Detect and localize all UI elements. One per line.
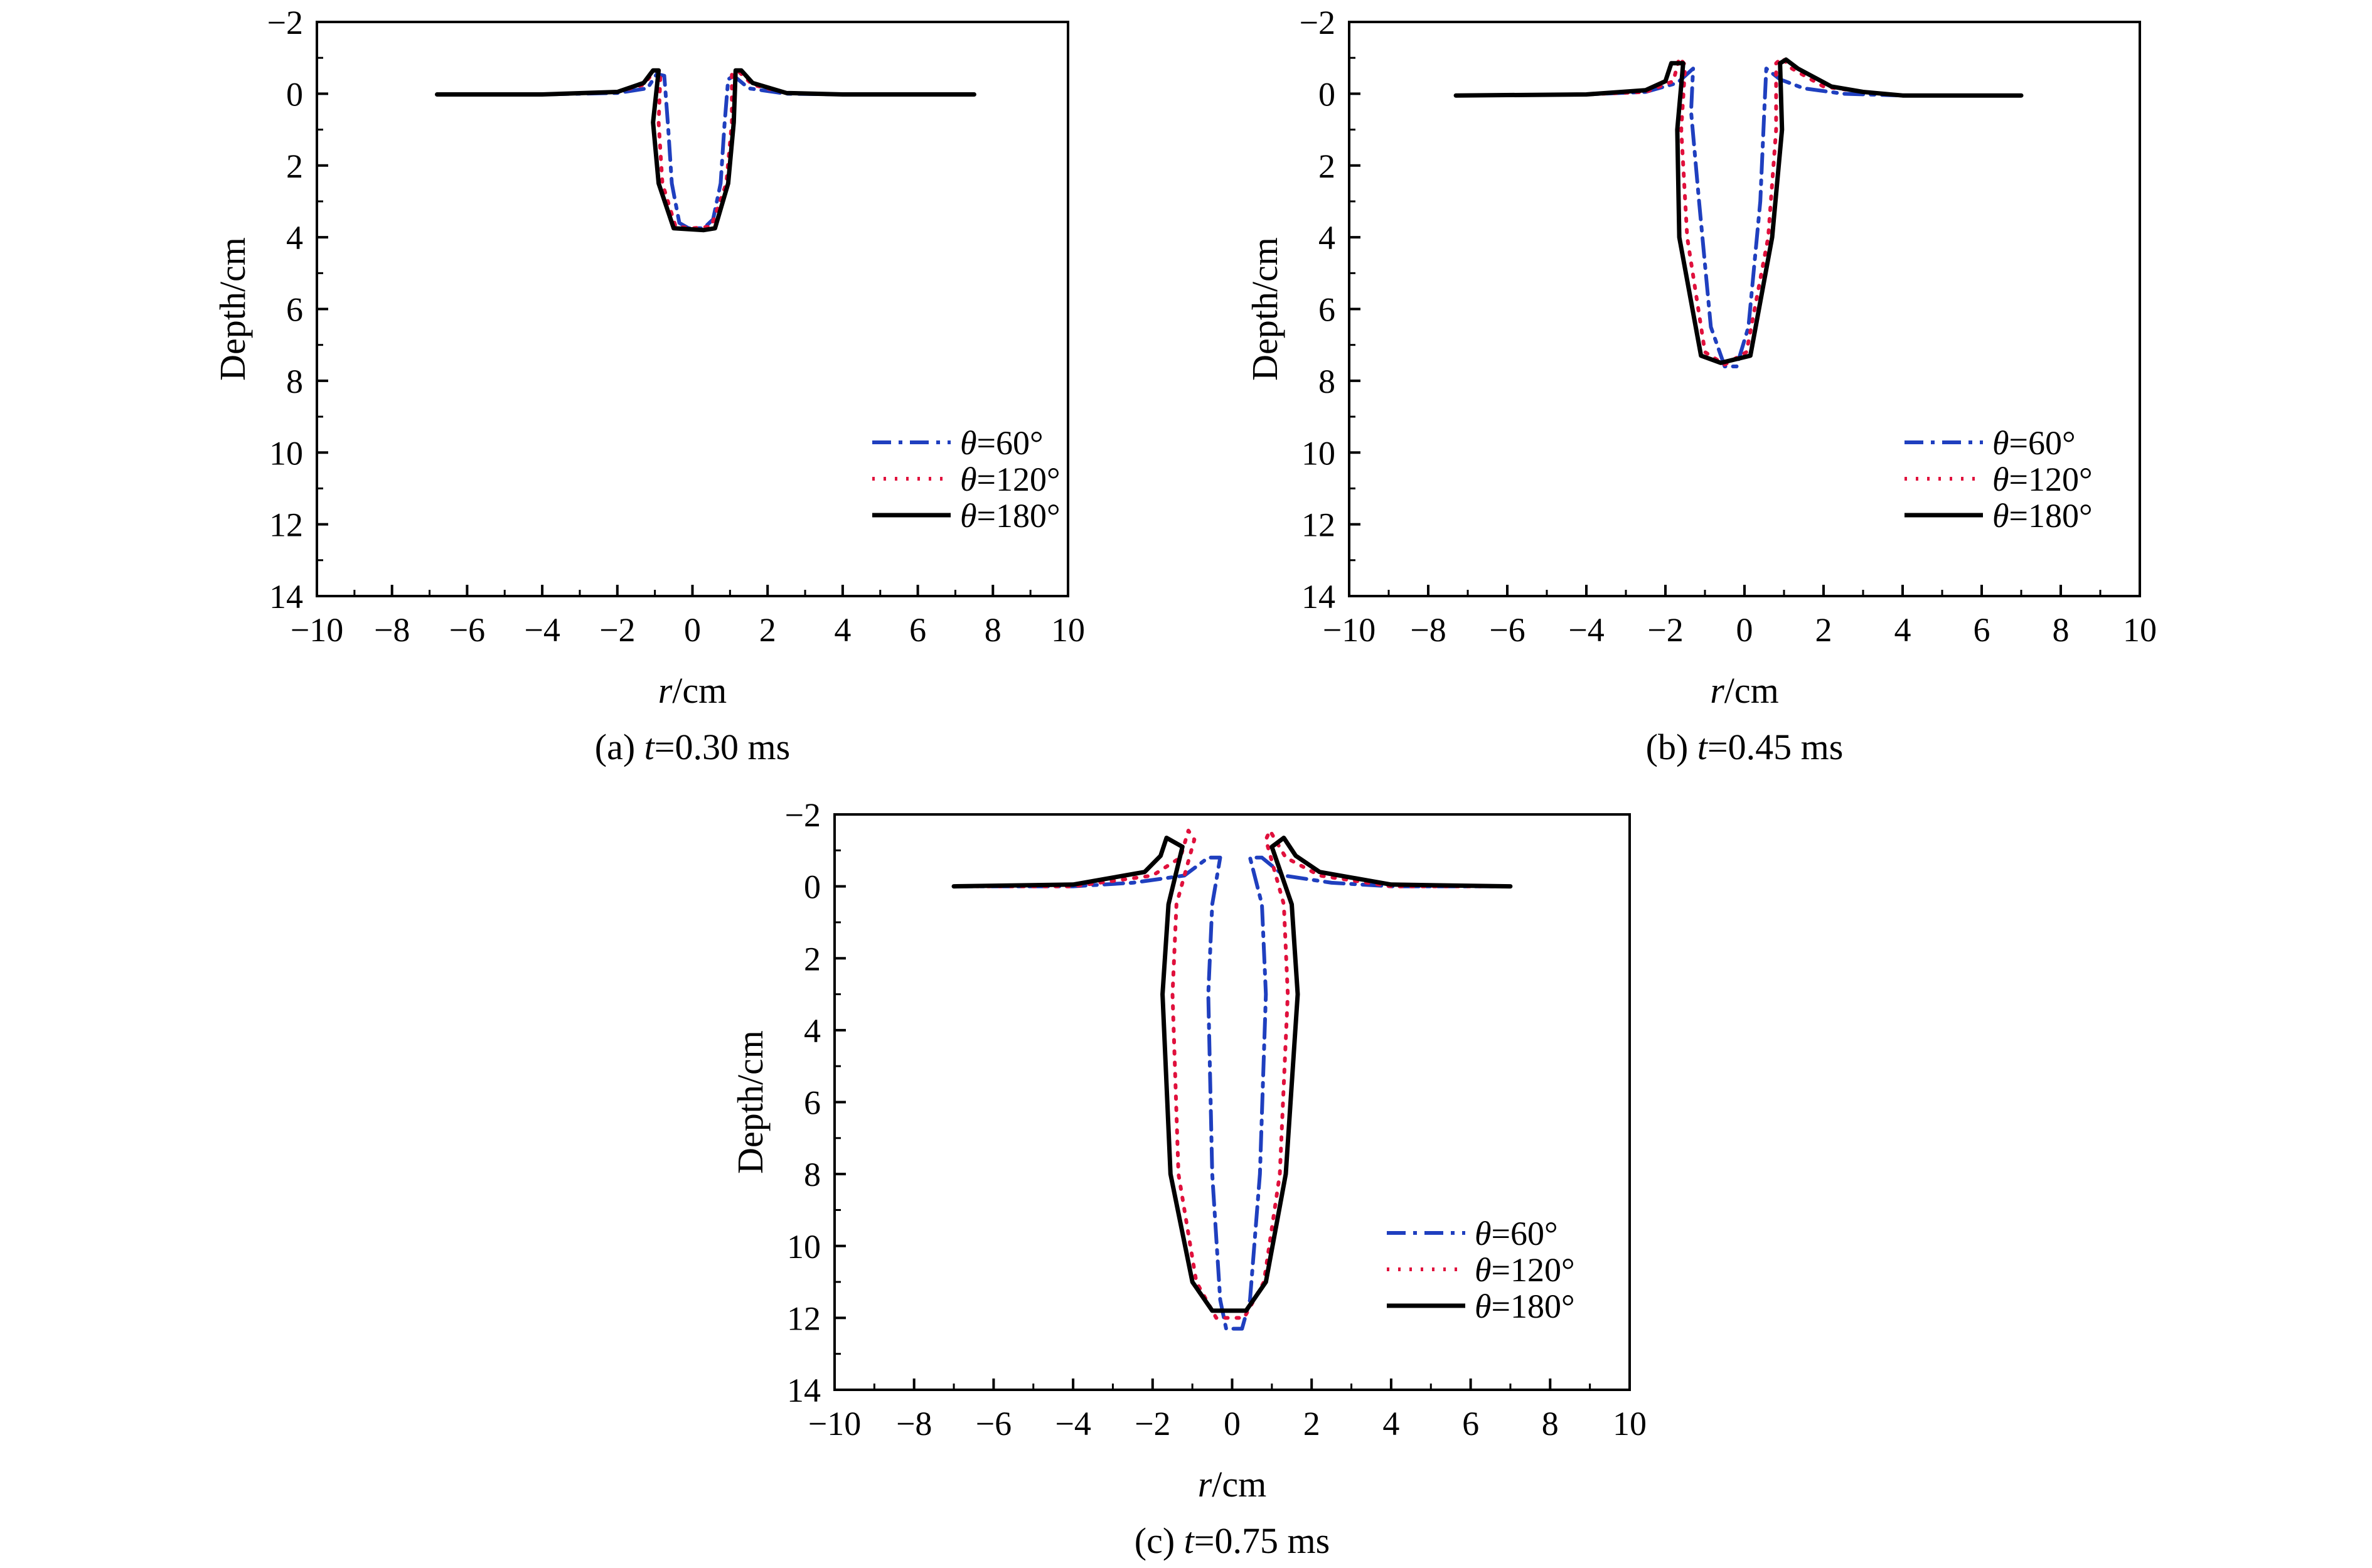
y-tick-label: 12 bbox=[1301, 506, 1335, 544]
x-tick-label: 8 bbox=[2053, 611, 2070, 649]
x-tick-label: −4 bbox=[1568, 611, 1604, 649]
y-tick-label: 8 bbox=[1318, 363, 1335, 400]
y-tick-label: 0 bbox=[286, 75, 303, 113]
y-tick-label: −2 bbox=[1300, 4, 1335, 41]
legend-label: θ=180° bbox=[960, 497, 1060, 535]
x-tick-label: 0 bbox=[684, 611, 701, 649]
x-tick-label: 6 bbox=[1974, 611, 1990, 649]
x-axis-label: r/cm bbox=[1198, 1464, 1267, 1505]
x-tick-label: −4 bbox=[524, 611, 560, 649]
x-tick-label: 10 bbox=[2123, 611, 2157, 649]
x-tick-label: 0 bbox=[1736, 611, 1753, 649]
y-tick-label: 2 bbox=[804, 940, 821, 978]
series-line-theta-180 bbox=[1453, 57, 2024, 365]
chart-panel-1: −10 −8 −6 −4 −2 0 2 4 6 8 10 −2 0 2 4 6 8 10 12 14 r/cm Depth… bbox=[212, 4, 1085, 767]
legend-label: θ=120° bbox=[1475, 1251, 1575, 1289]
series-line-theta-180 bbox=[435, 68, 976, 233]
y-tick-label: 10 bbox=[269, 434, 303, 472]
y-tick-label: 2 bbox=[1318, 147, 1335, 185]
x-axis-label: r/cm bbox=[1710, 670, 1779, 711]
legend-label: θ=60° bbox=[1475, 1215, 1558, 1252]
x-tick-label: 0 bbox=[1224, 1405, 1241, 1443]
series-line-theta-60 bbox=[435, 72, 976, 230]
y-tick-label: 4 bbox=[1318, 219, 1335, 257]
x-tick-label: 10 bbox=[1613, 1405, 1647, 1443]
y-tick-label: 6 bbox=[804, 1084, 821, 1122]
x-tick-label: −2 bbox=[1647, 611, 1683, 649]
x-tick-label: −6 bbox=[976, 1405, 1012, 1443]
x-tick-label: −2 bbox=[1135, 1405, 1170, 1443]
series-line-theta-120 bbox=[952, 828, 1512, 1320]
y-tick-label: 6 bbox=[286, 291, 303, 329]
plot-frame bbox=[316, 21, 1069, 597]
x-tick-label: −8 bbox=[374, 611, 410, 649]
y-tick-label: 12 bbox=[269, 506, 303, 544]
x-tick-label: 2 bbox=[1303, 1405, 1320, 1443]
series-line-theta-120 bbox=[1454, 56, 2023, 367]
y-axis-label: Depth/cm bbox=[1244, 237, 1285, 381]
y-tick-label: −2 bbox=[267, 4, 303, 41]
chart-panel-2: −10 −8 −6 −4 −2 0 2 4 6 8 10 −2 0 2 4 6 8 10 12 14 r/cm Depth… bbox=[1244, 4, 2157, 767]
x-tick-label: 2 bbox=[1815, 611, 1832, 649]
x-tick-label: 4 bbox=[1894, 611, 1911, 649]
y-tick-label: 0 bbox=[1318, 75, 1335, 113]
x-tick-label: 4 bbox=[1382, 1405, 1399, 1443]
x-tick-label: 2 bbox=[759, 611, 776, 649]
series-line-theta-180 bbox=[951, 835, 1513, 1313]
y-tick-label: 14 bbox=[1301, 578, 1335, 616]
y-tick-label: 14 bbox=[269, 578, 303, 616]
legend-label: θ=60° bbox=[960, 424, 1044, 462]
legend-label: θ=120° bbox=[960, 461, 1060, 498]
legend-label: θ=60° bbox=[1992, 424, 2076, 462]
y-tick-label: −2 bbox=[785, 796, 821, 834]
x-tick-label: −6 bbox=[1489, 611, 1525, 649]
x-tick-label: 6 bbox=[909, 611, 926, 649]
y-tick-label: 8 bbox=[286, 363, 303, 400]
y-tick-label: 12 bbox=[787, 1299, 821, 1337]
x-tick-label: −8 bbox=[1410, 611, 1446, 649]
x-axis-label: r/cm bbox=[658, 670, 727, 711]
chart-panel-3: −10 −8 −6 −4 −2 0 2 4 6 8 10 −2 0 2 4 6 8 10 12 14 r/cm Depth… bbox=[730, 796, 1647, 1561]
x-tick-label: −10 bbox=[808, 1405, 861, 1443]
y-tick-label: 0 bbox=[804, 868, 821, 906]
x-tick-label: 6 bbox=[1462, 1405, 1479, 1443]
y-tick-label: 10 bbox=[1301, 434, 1335, 472]
series-line-theta-60 bbox=[1454, 67, 2023, 368]
y-tick-label: 2 bbox=[286, 147, 303, 185]
y-tick-label: 4 bbox=[286, 219, 303, 257]
y-tick-label: 6 bbox=[1318, 291, 1335, 329]
x-tick-label: −2 bbox=[599, 611, 635, 649]
y-tick-label: 14 bbox=[787, 1372, 821, 1409]
x-tick-label: −10 bbox=[1323, 611, 1376, 649]
x-tick-label: −6 bbox=[449, 611, 485, 649]
panel-caption: (c) t=0.75 ms bbox=[1135, 1520, 1330, 1561]
panel-caption: (b) t=0.45 ms bbox=[1646, 727, 1844, 767]
legend-label: θ=120° bbox=[1992, 461, 2093, 498]
x-tick-label: 8 bbox=[985, 611, 1002, 649]
y-tick-label: 4 bbox=[804, 1012, 821, 1050]
y-axis-label: Depth/cm bbox=[730, 1030, 771, 1174]
x-tick-label: 10 bbox=[1051, 611, 1085, 649]
y-axis-label: Depth/cm bbox=[212, 237, 253, 381]
panel-caption: (a) t=0.30 ms bbox=[595, 727, 790, 767]
x-tick-label: −10 bbox=[291, 611, 343, 649]
y-tick-label: 8 bbox=[804, 1156, 821, 1193]
y-tick-label: 10 bbox=[787, 1228, 821, 1266]
x-tick-label: 4 bbox=[834, 611, 851, 649]
legend-label: θ=180° bbox=[1992, 497, 2093, 535]
x-tick-label: −4 bbox=[1055, 1405, 1091, 1443]
x-tick-label: −8 bbox=[896, 1405, 932, 1443]
legend-label: θ=180° bbox=[1475, 1288, 1575, 1325]
series-line-theta-60 bbox=[952, 855, 1512, 1331]
x-tick-label: 8 bbox=[1542, 1405, 1559, 1443]
